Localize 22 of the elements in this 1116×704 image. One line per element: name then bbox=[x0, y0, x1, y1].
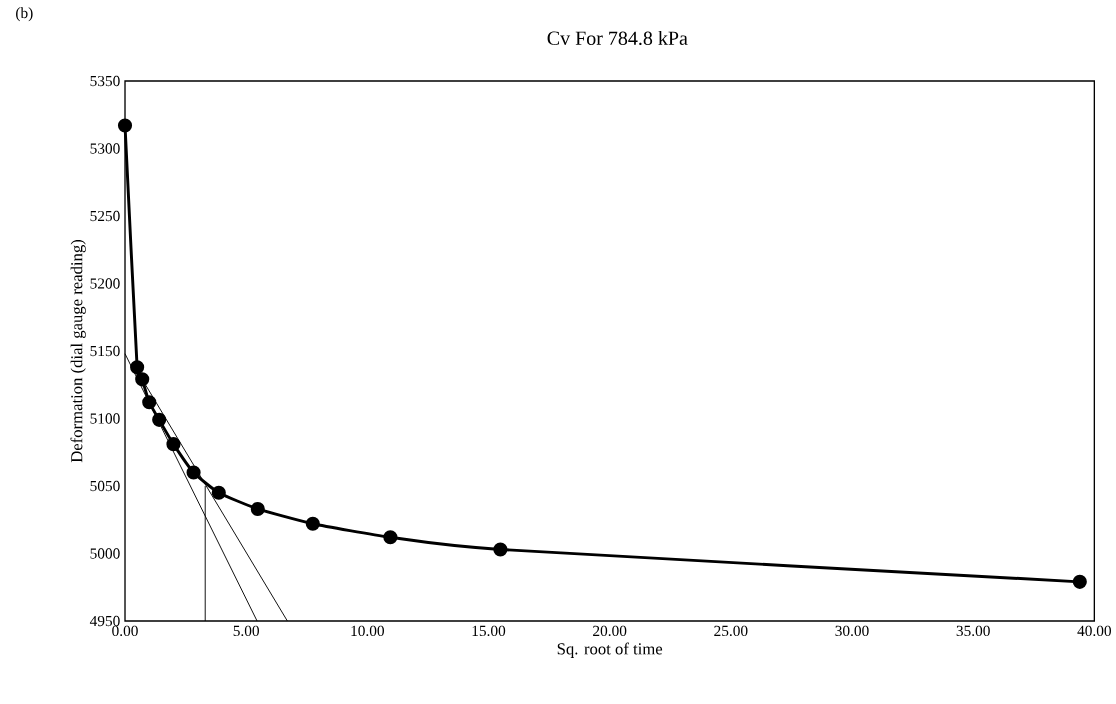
y-tick-label: 5200 bbox=[90, 278, 120, 289]
x-tick-label: 15.00 bbox=[472, 625, 506, 637]
x-tick-label: 25.00 bbox=[714, 625, 748, 637]
y-tick-label: 5100 bbox=[90, 413, 120, 424]
x-tick-label: 40.00 bbox=[1077, 625, 1112, 637]
y-tick-label: 4950 bbox=[89, 615, 120, 627]
y-tick-label: 5250 bbox=[90, 210, 120, 222]
x-axis-title: Sq. root of time bbox=[557, 642, 663, 658]
y-tick-label: 5000 bbox=[90, 548, 120, 559]
x-tick-label: 35.00 bbox=[956, 625, 990, 637]
y-axis-title: Deformation (dial gauge reading) bbox=[70, 239, 86, 463]
chart-title: Cv For 784.8 kPa bbox=[547, 30, 688, 46]
y-tick-label: 5150 bbox=[90, 345, 120, 357]
x-tick-label: 10.00 bbox=[351, 625, 385, 637]
x-tick-label: 20.00 bbox=[593, 625, 627, 637]
x-tick-label: 30.00 bbox=[835, 625, 869, 637]
y-tick-label: 5300 bbox=[90, 143, 120, 154]
y-tick-label: 5350 bbox=[90, 75, 120, 87]
y-tick-label: 5050 bbox=[90, 480, 120, 492]
text: (b) bbox=[16, 7, 33, 22]
x-tick-label: 5.00 bbox=[233, 625, 260, 637]
x-tick-label: 0.00 bbox=[112, 625, 138, 637]
